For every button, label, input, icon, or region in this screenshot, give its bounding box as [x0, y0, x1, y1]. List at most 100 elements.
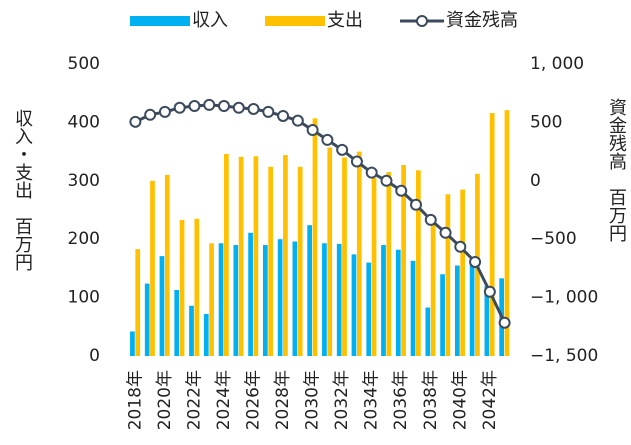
bar	[395, 249, 401, 356]
bar	[336, 243, 342, 356]
bar	[164, 174, 170, 356]
y2-tick-label: −1, 500	[530, 346, 598, 366]
bar	[144, 283, 150, 356]
legend-label: 収入	[192, 10, 228, 31]
y-axis-label: 収入・支出 百万円	[12, 109, 33, 272]
line-marker	[424, 213, 437, 226]
bar	[189, 305, 194, 356]
bar	[218, 243, 224, 356]
x-tick-label: 2042年	[480, 370, 500, 430]
bar	[401, 165, 406, 356]
bar	[268, 166, 274, 356]
y-tick-label: 300	[68, 171, 100, 191]
y2-tick-label: −1, 000	[530, 288, 598, 308]
bar	[386, 172, 392, 356]
bar	[297, 166, 303, 356]
bar	[460, 189, 466, 356]
legend-marker	[416, 15, 428, 27]
y-tick-label: 0	[89, 346, 100, 366]
line-marker	[336, 143, 349, 156]
line-marker	[365, 166, 378, 179]
bar	[150, 180, 155, 356]
bar	[484, 285, 490, 356]
x-tick-label: 2028年	[273, 370, 293, 430]
bar	[454, 265, 460, 356]
x-tick-label: 2022年	[184, 370, 204, 430]
line-marker	[469, 255, 482, 268]
bar	[445, 194, 451, 356]
bar	[381, 245, 386, 356]
bar	[135, 249, 141, 356]
y2-tick-label: 1, 000	[530, 54, 584, 74]
line-marker	[380, 174, 393, 187]
line-marker	[483, 285, 496, 298]
bar	[489, 113, 495, 356]
bar	[209, 243, 214, 356]
bar	[224, 153, 229, 356]
y-tick-label: 100	[68, 288, 100, 308]
x-tick-label: 2032年	[332, 370, 352, 430]
x-tick-label: 2030年	[303, 370, 323, 430]
bar	[248, 232, 253, 356]
bar	[277, 239, 283, 356]
line-marker	[454, 240, 467, 253]
y2-tick-label: 500	[530, 112, 562, 132]
bar	[440, 274, 445, 356]
line-marker	[277, 109, 290, 122]
x-tick-label: 2020年	[155, 370, 175, 430]
bar	[410, 260, 416, 356]
line-marker	[173, 101, 186, 114]
bar	[262, 245, 268, 356]
y2-axis-label: 資金残高 百万円	[606, 98, 627, 243]
bar	[194, 218, 200, 356]
line-marker	[395, 184, 408, 197]
line-marker	[291, 114, 304, 127]
y2-tick-label: 0	[530, 171, 541, 191]
line-marker	[306, 123, 319, 136]
x-tick-label: 2026年	[244, 370, 264, 430]
bar	[159, 256, 165, 356]
legend-swatch	[130, 16, 190, 26]
bar	[174, 290, 180, 356]
line-marker	[262, 105, 275, 118]
line-marker	[218, 100, 230, 113]
x-tick-label: 2036年	[391, 370, 411, 430]
bar	[130, 331, 135, 356]
y-tick-label: 400	[68, 112, 100, 132]
bar	[253, 156, 259, 356]
x-tick-label: 2018年	[125, 370, 145, 430]
line-marker	[129, 115, 142, 128]
bar	[307, 225, 313, 356]
bar	[203, 313, 209, 356]
bar	[233, 245, 239, 356]
line-marker	[188, 100, 201, 113]
bar	[238, 156, 244, 356]
legend-label: 支出	[327, 10, 363, 31]
line-marker	[350, 155, 363, 168]
bar	[342, 157, 347, 356]
line-marker	[439, 226, 452, 239]
bar	[327, 147, 333, 356]
line-marker	[203, 98, 216, 111]
line-marker	[158, 105, 171, 118]
line-marker	[247, 102, 260, 115]
line-marker	[321, 133, 334, 146]
x-tick-label: 2040年	[450, 370, 470, 430]
legend-label: 資金残高	[446, 10, 518, 31]
bar	[430, 221, 436, 356]
legend-swatch	[265, 16, 325, 26]
x-tick-label: 2024年	[214, 370, 234, 430]
bar	[351, 254, 357, 356]
line-marker	[232, 101, 245, 114]
bar	[366, 262, 372, 356]
y-tick-label: 200	[68, 229, 100, 249]
bar	[504, 110, 510, 356]
bar	[283, 155, 288, 356]
x-tick-label: 2038年	[421, 370, 441, 430]
bar	[356, 151, 362, 356]
bar	[425, 307, 431, 356]
bar	[416, 170, 421, 356]
y2-tick-label: −500	[530, 229, 577, 249]
bar	[469, 260, 475, 356]
